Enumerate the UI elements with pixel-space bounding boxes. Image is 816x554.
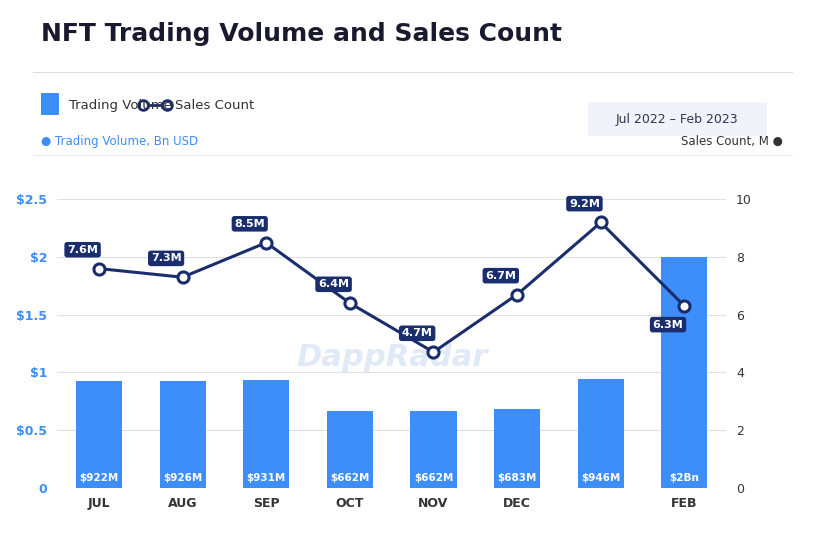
Bar: [578, 378, 623, 488]
Text: $922M: $922M: [79, 473, 118, 483]
Text: $662M: $662M: [330, 473, 370, 483]
Text: 6.7M: 6.7M: [486, 271, 517, 281]
Text: 6.4M: 6.4M: [318, 279, 349, 289]
Text: $683M: $683M: [498, 473, 537, 483]
Text: 7.3M: 7.3M: [151, 253, 181, 263]
Text: 6.3M: 6.3M: [653, 320, 683, 330]
Bar: [410, 411, 456, 488]
Bar: [327, 411, 373, 488]
Text: Jul 2022 – Feb 2023: Jul 2022 – Feb 2023: [616, 112, 738, 126]
Text: Sales Count, M ●: Sales Count, M ●: [681, 135, 783, 148]
Text: Trading Volume: Trading Volume: [69, 99, 172, 112]
Text: 7.6M: 7.6M: [67, 245, 98, 255]
Text: ● Trading Volume, Bn USD: ● Trading Volume, Bn USD: [41, 135, 198, 148]
Text: Sales Count: Sales Count: [175, 99, 255, 112]
Bar: [76, 381, 122, 488]
Text: 8.5M: 8.5M: [234, 219, 265, 229]
Text: $946M: $946M: [581, 473, 620, 483]
Text: 4.7M: 4.7M: [401, 329, 432, 338]
Text: DappRadar: DappRadar: [296, 343, 487, 372]
Bar: [243, 380, 289, 488]
Text: NFT Trading Volume and Sales Count: NFT Trading Volume and Sales Count: [41, 22, 561, 46]
Text: $926M: $926M: [163, 473, 202, 483]
Bar: [160, 381, 206, 488]
Bar: [494, 409, 540, 488]
Text: 9.2M: 9.2M: [569, 199, 600, 209]
Text: $662M: $662M: [414, 473, 453, 483]
Text: $2Bn: $2Bn: [669, 473, 699, 483]
Bar: [662, 257, 707, 488]
Text: $931M: $931M: [246, 473, 286, 483]
